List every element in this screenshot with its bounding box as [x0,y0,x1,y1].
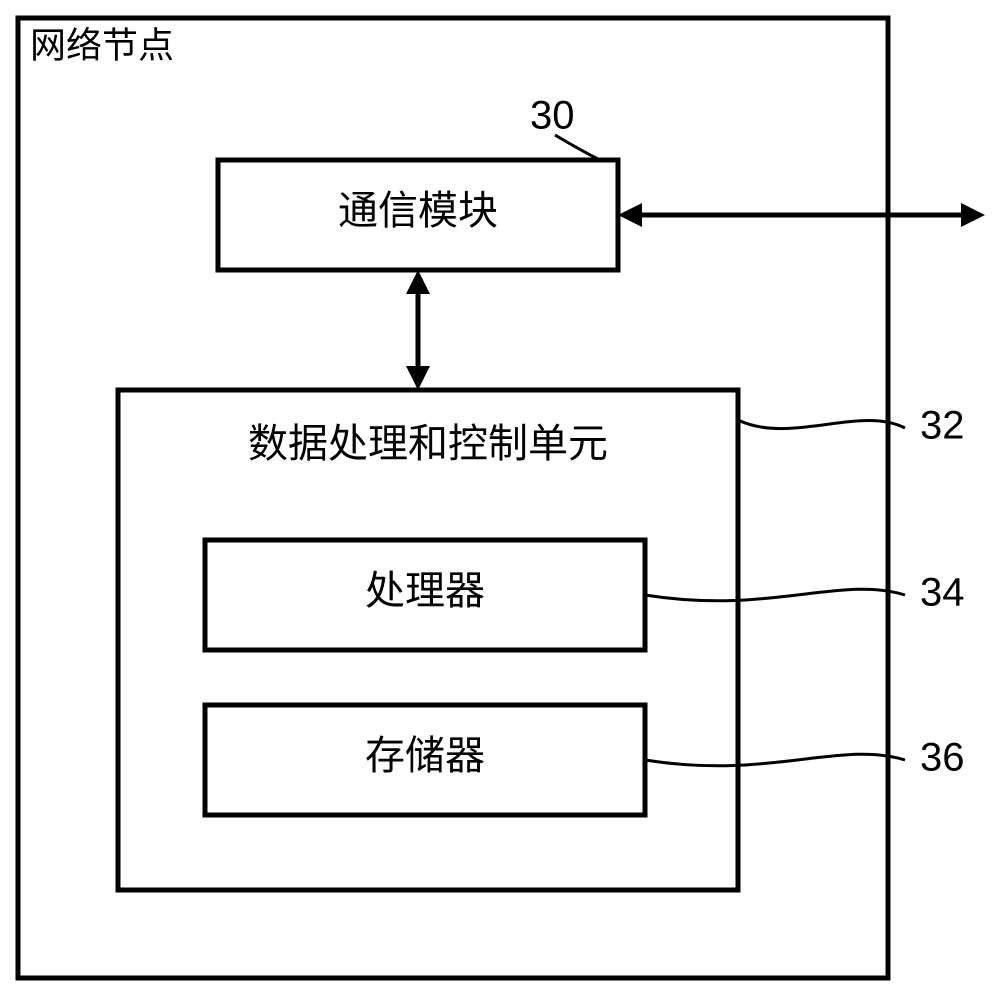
bidirectional-arrow-right [618,203,985,227]
processor-label: 处理器 [365,568,485,613]
memory-leader [645,754,905,766]
comm-module-leader [555,135,600,160]
dpu-box-title: 数据处理和控制单元 [248,421,608,466]
comm-module-refnum: 30 [530,94,575,138]
processor-refnum: 34 [920,571,965,615]
outer-box-title: 网络节点 [30,26,174,66]
memory-label: 存储器 [365,733,485,778]
bidirectional-arrow-down [406,270,430,390]
memory-refnum: 36 [920,736,965,780]
comm-module-label: 通信模块 [338,188,498,233]
dpu-leader [738,420,905,429]
dpu-refnum: 32 [920,404,965,448]
processor-leader [645,589,905,601]
